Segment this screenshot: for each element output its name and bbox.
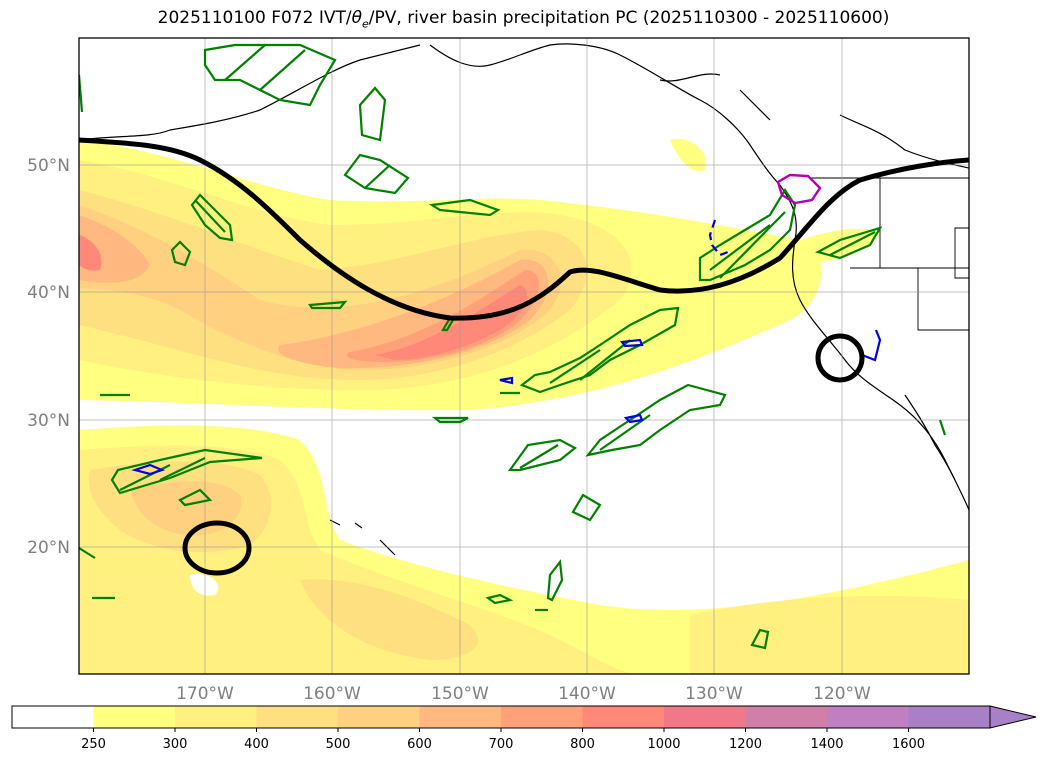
lat-label: 20°N	[27, 538, 70, 558]
colorbar-swatch	[664, 706, 746, 728]
colorbar-swatch	[338, 706, 420, 728]
lon-label: 120°W	[813, 684, 871, 704]
colorbar-swatch	[175, 706, 257, 728]
colorbar-tick-label: 250	[81, 737, 106, 752]
colorbar-tick-label: 300	[163, 737, 188, 752]
plot-frame	[78, 37, 970, 675]
lon-label: 140°W	[558, 684, 616, 704]
colorbar-swatch	[12, 706, 94, 728]
colorbar-tick-label: 1200	[729, 737, 762, 752]
colorbar-tick-label: 1000	[647, 737, 680, 752]
lat-label: 30°N	[27, 411, 70, 431]
colorbar-extend-arrow	[989, 705, 1037, 729]
closed-contour-east	[815, 333, 865, 383]
latitude-labels: 50°N 40°N 30°N 20°N	[27, 156, 70, 558]
longitude-labels: 170°W 160°W 150°W 140°W 130°W 120°W	[176, 684, 871, 704]
basin-outline-magenta	[776, 173, 822, 205]
pv-contours	[131, 219, 882, 476]
colorbar-tick-label: 700	[489, 737, 514, 752]
colorbar-swatch	[827, 706, 909, 728]
colorbar-swatch	[419, 706, 502, 728]
jet-axis-line	[79, 137, 969, 321]
colorbar: 250 300 400 500 600 700 800 1000 1200 1400 1600	[11, 705, 1037, 752]
colorbar-tick-label: 500	[326, 737, 351, 752]
colorbar-swatch	[93, 706, 176, 728]
closed-contour-south	[182, 520, 252, 576]
map-plot-area	[79, 38, 969, 674]
colorbar-swatch	[582, 706, 665, 728]
colorbar-swatch	[501, 706, 583, 728]
colorbar-tick-label: 600	[407, 737, 432, 752]
colorbar-tick-label: 400	[244, 737, 269, 752]
colorbar-tick-label: 1600	[892, 737, 925, 752]
state-borders	[810, 177, 969, 331]
colorbar-tick-label: 1400	[810, 737, 843, 752]
map-title: 2025110100 F072 IVT/θe/PV, river basin p…	[157, 8, 890, 31]
colorbar-tick-label: 800	[570, 737, 595, 752]
colorbar-swatch	[256, 706, 339, 728]
theta-e-contours	[79, 43, 947, 650]
colorbar-swatch	[908, 706, 991, 728]
colorbar-swatch	[745, 706, 828, 728]
gridlines	[79, 38, 969, 674]
lon-label: 150°W	[431, 684, 489, 704]
lon-label: 170°W	[176, 684, 234, 704]
lat-label: 50°N	[27, 156, 70, 176]
lon-label: 160°W	[303, 684, 361, 704]
lat-label: 40°N	[27, 283, 70, 303]
lon-label: 130°W	[685, 684, 743, 704]
